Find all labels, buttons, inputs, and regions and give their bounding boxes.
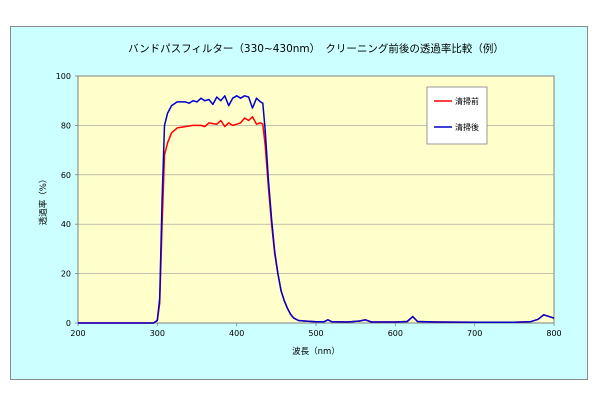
x-tick-label-600: 600: [388, 329, 403, 338]
x-axis-title: 波長（nm）: [292, 346, 340, 357]
chart-title: バンドパスフィルター（330~430nm） クリーニング前後の透過率比較（例）: [128, 42, 504, 55]
y-tick-label-40: 40: [61, 220, 71, 229]
x-tick-label-700: 700: [467, 329, 482, 338]
x-tick-label-800: 800: [546, 329, 561, 338]
series-line-1: [78, 95, 555, 324]
y-tick-label-0: 0: [66, 319, 71, 328]
y-tick-label-60: 60: [61, 171, 71, 180]
x-tick-label-300: 300: [150, 329, 165, 338]
y-tick-label-100: 100: [56, 72, 71, 81]
x-axis: 200 300 400 500 600 700 800: [70, 323, 562, 338]
series-lines: [78, 95, 555, 324]
y-axis: 0 20 40 60 80 100: [56, 72, 78, 328]
y-axis-title: 透過率（%）: [38, 175, 49, 226]
legend-box: [426, 86, 488, 145]
x-tick-label-400: 400: [229, 329, 244, 338]
x-tick-label-200: 200: [70, 329, 85, 338]
y-tick-label-20: 20: [61, 270, 71, 279]
y-tick-label-80: 80: [61, 121, 71, 130]
legend-label-before: 清掃前: [455, 96, 479, 106]
legend: 清掃前 清掃後: [426, 86, 488, 145]
legend-label-after: 清掃後: [455, 122, 479, 132]
x-tick-label-500: 500: [308, 329, 323, 338]
